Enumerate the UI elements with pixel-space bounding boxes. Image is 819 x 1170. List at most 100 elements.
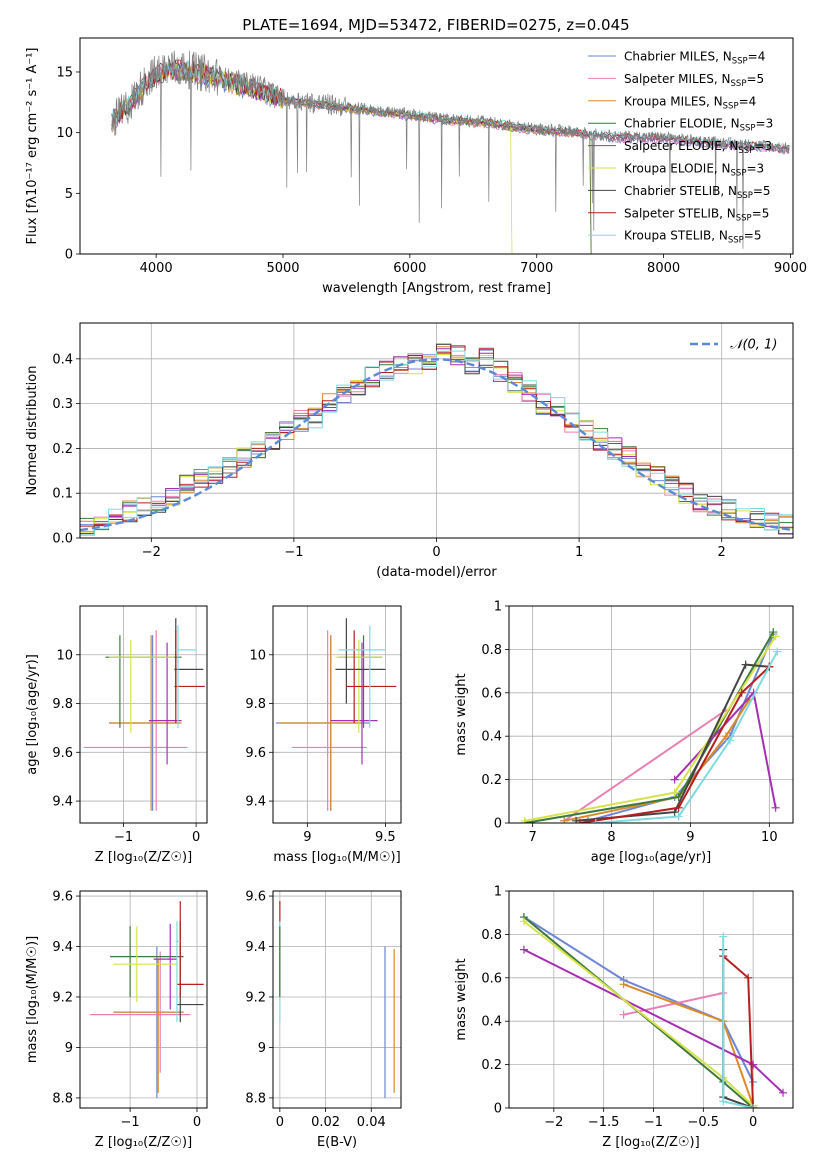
y-tick-label: 9 xyxy=(65,1041,73,1056)
y-tick-label: 0.2 xyxy=(481,773,502,788)
legend-entry: 𝒩(0, 1) xyxy=(730,338,777,353)
y-tick-label: 9.6 xyxy=(52,746,73,761)
data-point-marker xyxy=(619,1010,628,1019)
x-axis-label: E(B-V) xyxy=(317,1135,357,1150)
x-tick-label: 0 xyxy=(749,1115,757,1130)
legend-entry: Salpeter ELODIE, NSSP=3 xyxy=(624,139,772,156)
x-tick-label: 0 xyxy=(432,545,440,560)
data-point-marker xyxy=(737,688,746,697)
z-vs-age-panel: −1 0 9.4 9.6 9.8 10 Z [log₁₀(Z/Z☉)] age [log₁₀(… xyxy=(25,605,208,865)
y-tick-label: 1 xyxy=(494,600,502,615)
data-point-marker xyxy=(519,917,528,926)
y-tick-label: 9.8 xyxy=(52,697,73,712)
age-vs-weight-panel: 7 8 9 10 0 0.2 0.4 0.6 0.8 1 age [log₁₀(age/yr)] ma… xyxy=(454,600,794,865)
legend-value: =5 xyxy=(752,206,770,220)
x-tick-label: −2 xyxy=(142,545,161,560)
z-vs-weight-panel: −2 −1.5 −1 −0.5 0 0 0.2 0.4 0.6 0.8 1 Z [log₁₀(Z/Z☉… xyxy=(454,885,794,1150)
mass-vs-age-panel: 9 9.5 9.4 9.6 9.8 10 mass [log₁₀(M/M☉)] xyxy=(245,605,402,865)
x-axis-label: wavelength [Angstrom, rest frame] xyxy=(322,281,551,296)
ebv-vs-mass-panel: 0 0.02 0.04 8.8 9 9.2 9.4 9.6 E(B-V) xyxy=(245,890,402,1150)
x-tick-label: 8000 xyxy=(647,261,680,276)
y-tick-label: 0.1 xyxy=(52,487,73,502)
x-tick-label: 6000 xyxy=(393,261,426,276)
data-point-marker xyxy=(670,808,679,817)
x-axis-label: mass [log₁₀(M/M☉)] xyxy=(273,850,400,865)
legend-value: =5 xyxy=(744,229,762,243)
axes-frame xyxy=(508,605,794,824)
x-tick-label: 0 xyxy=(276,1115,284,1130)
data-point-marker xyxy=(721,732,730,741)
y-tick-label: 9.6 xyxy=(52,890,73,905)
y-tick-label: 0.4 xyxy=(481,1015,502,1030)
x-tick-label: 2 xyxy=(718,545,726,560)
y-axis-label: Flux [fλ10⁻¹⁷ erg cm⁻² s⁻¹ A⁻¹] xyxy=(25,48,40,245)
data-point-marker xyxy=(773,647,782,656)
age-vs-weight-plot-area xyxy=(509,606,793,823)
x-tick-label: −2 xyxy=(544,1115,563,1130)
y-tick-label: 0.6 xyxy=(481,686,502,701)
y-tick-label: 9.4 xyxy=(245,795,266,810)
mass-weight-line xyxy=(524,635,777,822)
y-tick-label: 9.4 xyxy=(245,940,266,955)
z-vs-mass-panel: −1 0 8.8 9 9.2 9.4 9.6 Z [log₁₀(Z/Z☉)] mass [log… xyxy=(25,890,208,1150)
y-tick-label: 9.8 xyxy=(245,697,266,712)
data-point-marker xyxy=(520,816,529,823)
legend-subscript: SSP xyxy=(737,191,753,201)
y-tick-label: 0.4 xyxy=(481,730,502,745)
residuals-plot-area xyxy=(80,323,793,538)
legend-value: =4 xyxy=(739,94,757,108)
data-point-marker xyxy=(572,816,581,823)
y-tick-label: 0.8 xyxy=(481,928,502,943)
spectrum-plot-area xyxy=(111,50,790,254)
x-tick-label: −1 xyxy=(644,1115,663,1130)
figure-title: PLATE=1694, MJD=53472, FIBERID=0275, z=0… xyxy=(242,16,629,34)
mass-weight-line xyxy=(523,916,754,1108)
x-tick-label: 8 xyxy=(607,830,615,845)
data-point-marker xyxy=(741,660,750,669)
axes-frame xyxy=(508,890,794,1109)
data-point-marker xyxy=(719,1097,728,1106)
data-point-marker xyxy=(779,1088,788,1097)
legend-subscript: SSP xyxy=(728,236,744,246)
y-tick-label: 0.2 xyxy=(481,1058,502,1073)
axes-frame xyxy=(79,605,208,824)
mass-weight-line xyxy=(523,916,754,1083)
x-tick-label: −0.5 xyxy=(688,1115,720,1130)
y-axis-label: age [log₁₀(age/yr)] xyxy=(25,654,40,775)
legend-value: =4 xyxy=(748,50,766,64)
y-tick-label: 10 xyxy=(56,648,73,663)
residuals-panel: −2 −1 0 1 2 0.0 0.1 0.2 0.3 0.4 (data-model)/error… xyxy=(25,322,794,580)
x-tick-label: 7000 xyxy=(520,261,553,276)
x-tick-label: 0.04 xyxy=(357,1115,386,1130)
x-tick-label: 1 xyxy=(575,545,583,560)
mass-vs-age-plot-area xyxy=(273,606,401,823)
x-tick-label: 7 xyxy=(529,830,537,845)
legend-value: =3 xyxy=(756,117,774,131)
y-axis-label: mass [log₁₀(M/M☉)] xyxy=(25,936,40,1063)
x-tick-label: 10 xyxy=(761,830,778,845)
y-tick-label: 9.4 xyxy=(52,940,73,955)
x-axis-label: Z [log₁₀(Z/Z☉)] xyxy=(95,850,192,865)
legend-subscript: SSP xyxy=(723,101,739,111)
legend: Chabrier MILES, NSSP=4 Salpeter MILES, NS… xyxy=(588,50,773,246)
y-tick-label: 0.3 xyxy=(52,397,73,412)
x-axis-label: Z [log₁₀(Z/Z☉)] xyxy=(602,1135,699,1150)
x-tick-label: 9000 xyxy=(774,261,807,276)
x-tick-label: −1.5 xyxy=(588,1115,620,1130)
legend-value: =3 xyxy=(746,162,764,176)
y-tick-label: 0.8 xyxy=(481,643,502,658)
y-tick-label: 9.4 xyxy=(52,795,73,810)
y-tick-label: 0 xyxy=(65,248,73,263)
x-tick-label: −1 xyxy=(121,1115,140,1130)
observed-spectrum-line xyxy=(111,50,790,249)
mass-weight-line xyxy=(563,709,727,822)
data-point-marker xyxy=(560,816,569,823)
axes-frame xyxy=(272,890,402,1109)
x-tick-label: 9.5 xyxy=(375,830,396,845)
legend-subscript: SSP xyxy=(732,57,748,67)
y-tick-label: 0.0 xyxy=(52,532,73,547)
legend-value: =5 xyxy=(746,72,764,86)
x-tick-label: −1 xyxy=(284,545,303,560)
data-point-marker xyxy=(674,812,683,821)
axes-frame xyxy=(272,605,402,824)
